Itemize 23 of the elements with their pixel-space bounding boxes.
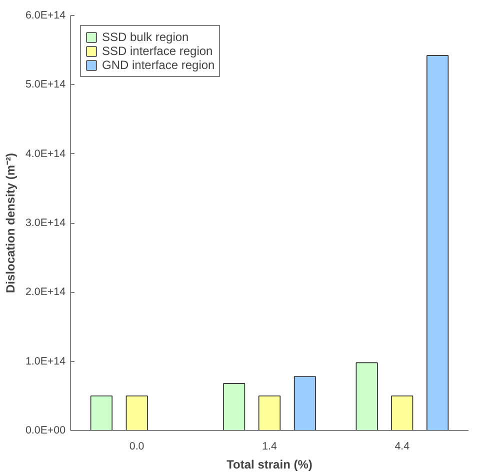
- bar: [356, 362, 378, 430]
- x-tick-label: 0.0: [129, 440, 144, 452]
- y-tick-label: 0.0E+00: [26, 424, 66, 436]
- y-tick-label: 5.0E+14: [26, 78, 66, 91]
- y-tick-label: 3.0E+14: [26, 217, 66, 229]
- legend-label: SSD bulk region: [102, 30, 189, 44]
- bar: [426, 55, 449, 430]
- y-tick-label: 2.0E+14: [26, 286, 66, 298]
- bar: [391, 396, 414, 430]
- y-tick-label: 1.0E+14: [26, 355, 66, 368]
- legend-label: SSD interface region: [102, 44, 213, 58]
- bar: [294, 376, 316, 430]
- bar: [223, 383, 246, 430]
- x-axis-title: Total strain (%): [226, 458, 312, 472]
- bar: [258, 396, 280, 430]
- y-tick-label: 6.0E+14: [26, 10, 66, 22]
- y-axis-title: Dislocation density (m⁻²): [4, 152, 18, 294]
- x-tick-label: 1.4: [262, 440, 277, 452]
- legend-label: GND interface region: [102, 58, 215, 72]
- bar: [126, 396, 148, 430]
- bar: [90, 396, 112, 430]
- y-tick-label: 4.0E+14: [26, 148, 66, 160]
- x-tick-label: 4.4: [394, 440, 410, 452]
